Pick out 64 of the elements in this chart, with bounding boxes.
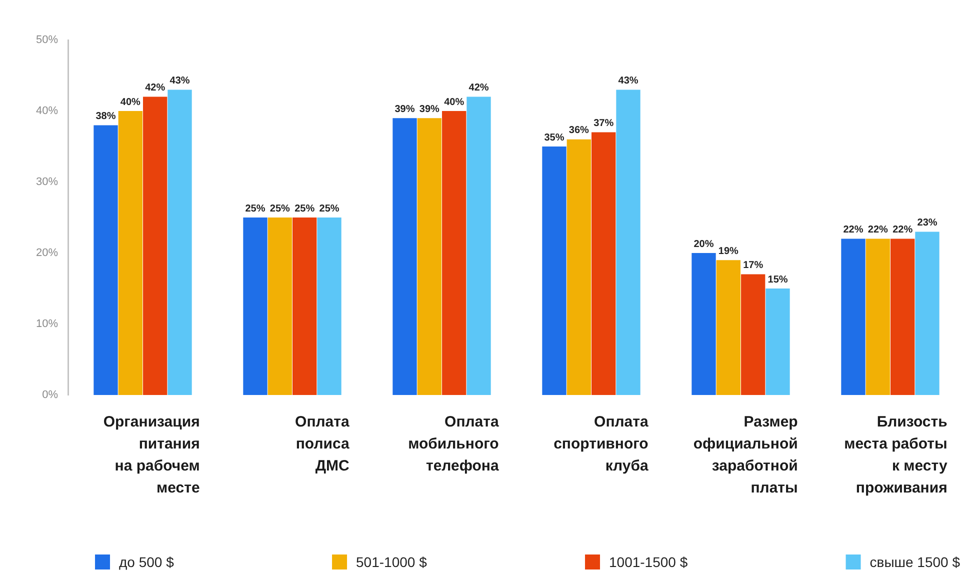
bar	[542, 146, 566, 395]
data-label: 39%	[394, 104, 415, 115]
data-label: 43%	[170, 75, 190, 86]
data-label: 23%	[917, 217, 938, 228]
bar	[890, 238, 915, 395]
data-label: 22%	[868, 224, 888, 236]
data-label: 40%	[120, 96, 141, 108]
bar	[442, 111, 466, 395]
data-label: 42%	[468, 82, 489, 94]
x-tick-label: Организация питания на рабочем месте	[103, 414, 200, 497]
bar	[740, 274, 766, 395]
data-label: 43%	[618, 75, 638, 86]
bar	[616, 90, 640, 395]
x-tick-label: Размер официальной заработной платы	[693, 414, 798, 497]
legend-label: 1001-1500 $	[609, 554, 688, 570]
data-label: 17%	[743, 260, 764, 272]
y-tick-label: 20%	[36, 247, 58, 260]
bar	[392, 118, 417, 395]
data-label: 22%	[843, 224, 864, 236]
legend-label: до 500 $	[119, 554, 174, 570]
bar	[841, 238, 866, 395]
data-label: 22%	[892, 224, 913, 236]
data-label: 38%	[96, 110, 116, 122]
data-label: 37%	[594, 118, 614, 130]
y-tick-label: 50%	[36, 34, 58, 46]
y-tick-label: 10%	[36, 318, 58, 330]
bar	[466, 96, 491, 395]
bar	[692, 253, 716, 395]
x-tick-label: Близость места работы к месту проживания	[844, 414, 948, 497]
x-tick-label: Оплата полиса ДМС	[295, 414, 350, 475]
data-label: 15%	[768, 274, 788, 286]
data-label: 20%	[694, 238, 714, 250]
bar	[866, 238, 890, 395]
data-label: 25%	[245, 203, 266, 214]
y-tick-label: 30%	[36, 176, 58, 188]
data-label: 25%	[319, 203, 340, 214]
bar	[566, 139, 592, 395]
bar	[142, 96, 168, 395]
data-label: 25%	[294, 203, 315, 214]
data-label: 36%	[568, 125, 590, 136]
bar	[292, 218, 317, 395]
y-tick-label: 40%	[36, 105, 58, 118]
bar	[268, 218, 292, 395]
bar	[417, 118, 442, 395]
data-label: 19%	[718, 246, 739, 257]
bar	[591, 132, 616, 395]
data-label: 25%	[270, 203, 290, 214]
data-label: 39%	[419, 104, 440, 115]
legend-label: 501-1000 $	[356, 554, 428, 570]
data-label: 40%	[444, 96, 464, 108]
bar	[168, 90, 192, 395]
legend-label: свыше 1500 $	[870, 554, 960, 570]
x-tick-label: Оплата мобильного телефона	[408, 414, 500, 475]
y-tick-label: 0%	[42, 389, 58, 402]
bar	[94, 125, 118, 395]
bar	[716, 260, 741, 395]
data-label: 42%	[145, 82, 166, 94]
data-label: 35%	[544, 132, 564, 144]
bar	[317, 218, 342, 395]
bar	[243, 218, 268, 395]
bar	[915, 232, 940, 395]
x-tick-label: Оплата спортивного клуба	[554, 414, 649, 475]
bar	[766, 288, 790, 395]
bar	[118, 111, 143, 395]
